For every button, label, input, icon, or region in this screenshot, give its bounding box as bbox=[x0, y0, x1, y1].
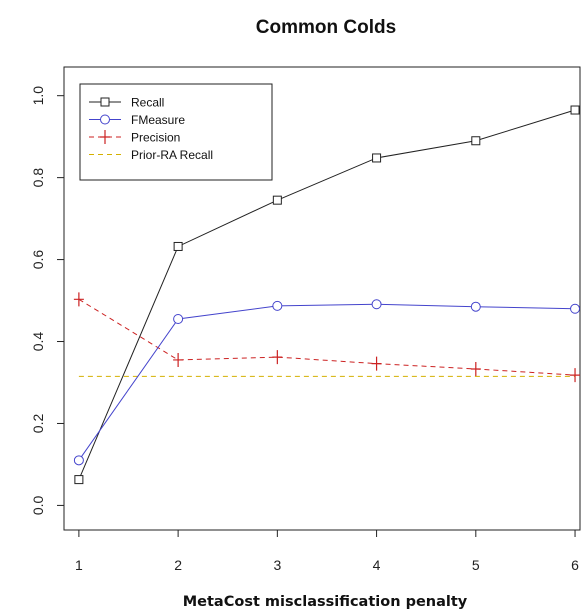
x-tick-label: 1 bbox=[75, 557, 83, 573]
data-point bbox=[100, 130, 110, 144]
legend-entry: Prior-RA Recall bbox=[89, 148, 213, 162]
series-recall bbox=[74, 105, 580, 485]
legend-label: Precision bbox=[131, 131, 180, 145]
legend-label: FMeasure bbox=[131, 113, 185, 127]
data-point bbox=[74, 475, 84, 485]
data-point bbox=[371, 299, 382, 310]
y-tick-label: 0.2 bbox=[30, 414, 46, 434]
legend-label: Prior-RA Recall bbox=[131, 148, 213, 162]
chart-title: Common Colds bbox=[256, 17, 396, 38]
data-point bbox=[100, 114, 110, 125]
y-tick-label: 1.0 bbox=[30, 86, 46, 106]
series-line bbox=[78, 303, 576, 461]
x-axis-label: MetaCost misclassification penalty bbox=[183, 594, 468, 610]
data-point bbox=[570, 368, 581, 383]
data-point bbox=[570, 303, 581, 314]
legend-box bbox=[79, 83, 273, 181]
data-point bbox=[471, 136, 481, 146]
legend-entry: Precision bbox=[89, 130, 180, 145]
y-tick-label: 0.0 bbox=[30, 495, 46, 515]
y-tick-label: 0.4 bbox=[30, 332, 46, 352]
data-point bbox=[470, 361, 481, 376]
series-line bbox=[78, 298, 576, 376]
series-fmeasure bbox=[73, 299, 581, 466]
y-tick-label: 0.6 bbox=[30, 250, 46, 270]
legend-entry: Recall bbox=[89, 96, 164, 110]
data-point bbox=[371, 356, 382, 371]
data-point bbox=[73, 292, 84, 307]
legend-entry: FMeasure bbox=[89, 113, 185, 127]
data-point bbox=[272, 195, 282, 205]
data-point bbox=[272, 350, 283, 365]
x-tick-label: 3 bbox=[273, 557, 281, 573]
plot-frame bbox=[63, 66, 581, 531]
data-point bbox=[73, 455, 84, 466]
series-layer bbox=[73, 105, 581, 485]
data-point bbox=[570, 105, 580, 115]
x-tick-label: 6 bbox=[571, 557, 579, 573]
axes: 1 2 3 4 5 6 0.0 0.2 0.4 0.6 0.8 1.0 bbox=[30, 86, 579, 573]
series-line bbox=[78, 109, 576, 480]
data-point bbox=[372, 153, 382, 163]
data-point bbox=[272, 300, 283, 311]
legend-label: Recall bbox=[131, 96, 164, 110]
series-precision bbox=[73, 292, 581, 383]
x-tick-label: 2 bbox=[174, 557, 182, 573]
data-point bbox=[100, 97, 110, 107]
data-point bbox=[173, 313, 184, 324]
data-point bbox=[173, 352, 184, 367]
data-point bbox=[470, 301, 481, 312]
data-point bbox=[173, 241, 183, 251]
x-tick-label: 4 bbox=[373, 557, 381, 573]
x-tick-label: 5 bbox=[472, 557, 480, 573]
legend: Recall FMeasure Precision Prior-RA Recall bbox=[79, 83, 273, 181]
y-tick-label: 0.8 bbox=[30, 168, 46, 188]
